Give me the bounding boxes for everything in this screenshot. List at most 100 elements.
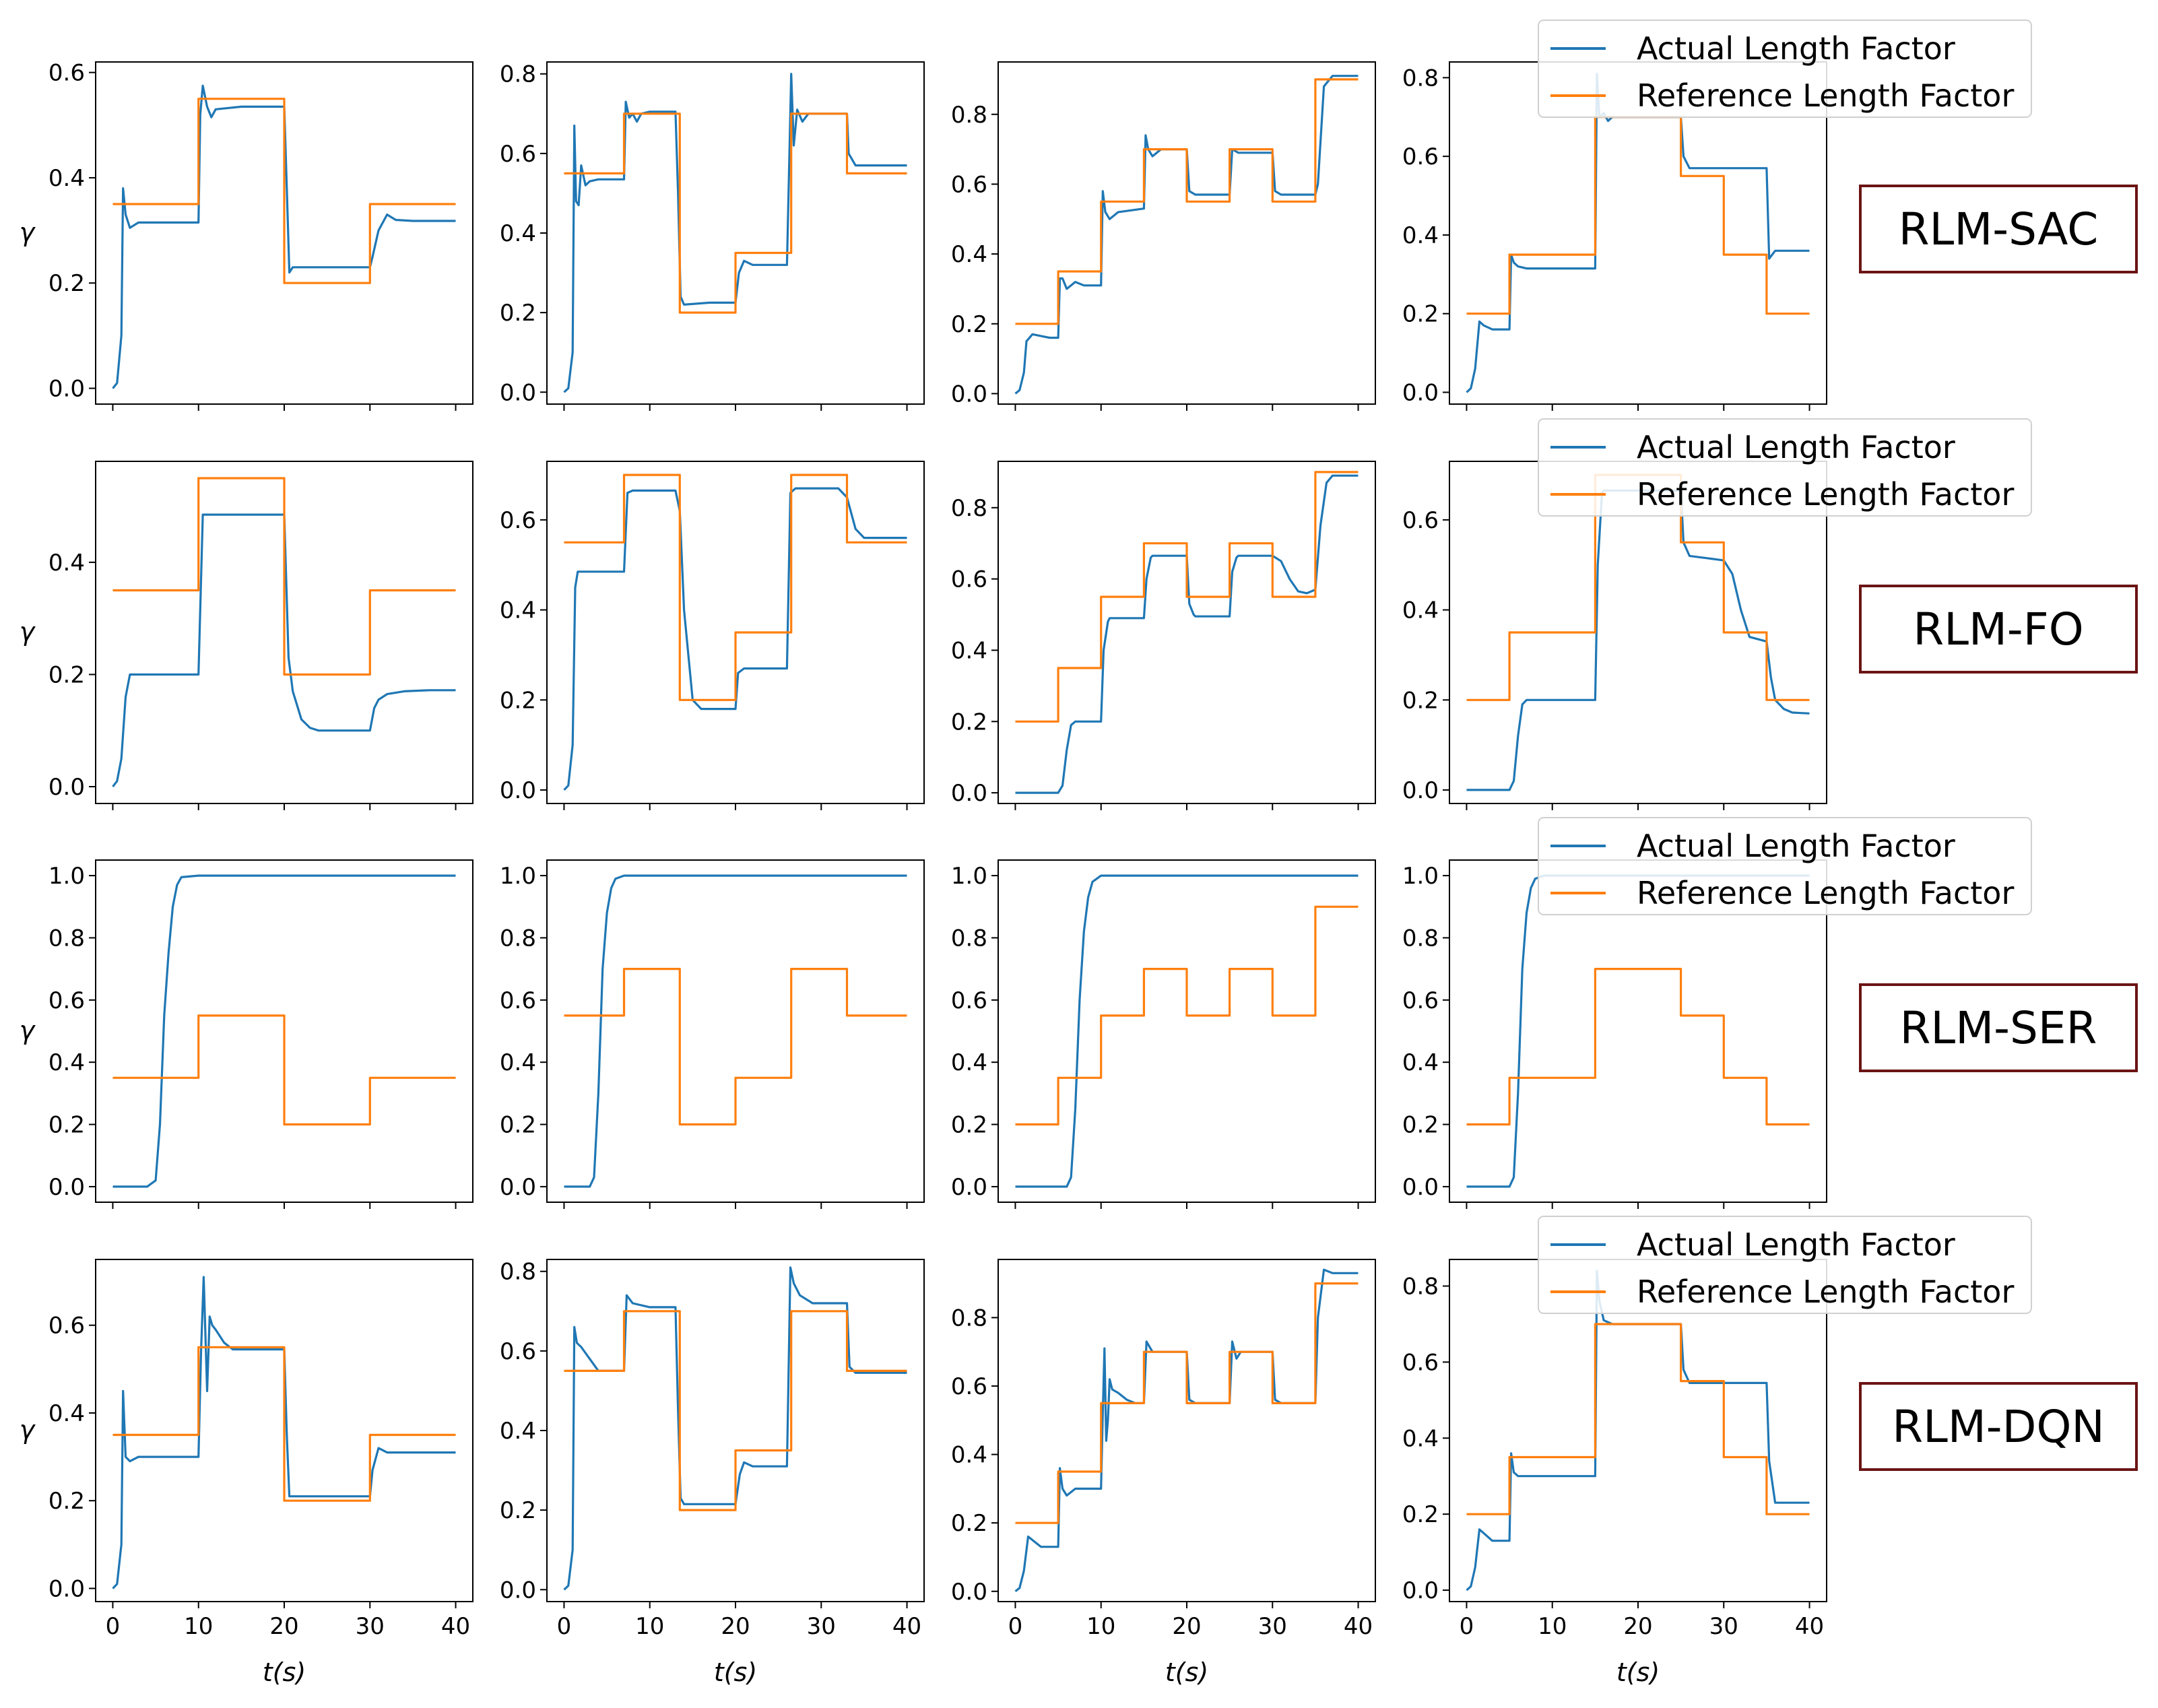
y-tick-label: 0.4 (1402, 597, 1439, 624)
subplot-r3-c1: 0.0 0.2 0.4 0.6 0.8 1.0 γ (20, 859, 473, 1209)
legend-actual-label: Actual Length Factor (1637, 30, 1955, 67)
actual-length-factor-line (563, 1266, 907, 1591)
y-tick-label: 0.0 (951, 1579, 987, 1606)
actual-length-factor-line (1466, 489, 1810, 791)
y-axis-label: γ (20, 1415, 36, 1445)
legend-box (1538, 1216, 2032, 1314)
x-tick-label: 20 (269, 1613, 298, 1640)
legend: Actual Length Factor Reference Length Fac… (1538, 1216, 2032, 1314)
y-tick-label: 0.0 (1402, 1577, 1439, 1604)
method-label-box: RLM-DQN (1859, 1382, 2138, 1471)
y-tick-label: 0.0 (48, 1575, 85, 1602)
method-label: RLM-SER (1900, 1002, 2097, 1054)
y-axis-label: γ (20, 218, 36, 247)
plot-area (547, 1259, 924, 1602)
y-tick-label: 0.8 (1402, 925, 1439, 952)
subplot-r4-c2: 0.0 0.2 0.4 0.6 0.8 0 10 20 30 40 t(s) (500, 1259, 925, 1687)
plot-frame (546, 859, 925, 1203)
actual-length-factor-line (1015, 874, 1359, 1188)
y-tick-label: 0.4 (951, 241, 987, 268)
reference-length-factor-line (1015, 1282, 1359, 1524)
x-axis-label: t(s) (1616, 1657, 1660, 1687)
y-tick-label: 0.2 (500, 300, 536, 327)
y-tick-label: 0.2 (48, 1488, 85, 1515)
method-label: RLM-FO (1913, 603, 2083, 655)
x-tick-label: 10 (1086, 1613, 1115, 1640)
reference-length-factor-line (112, 1014, 456, 1126)
y-tick-label: 0.4 (48, 1049, 85, 1076)
y-tick-label: 1.0 (48, 863, 85, 890)
y-tick-label: 0.0 (500, 777, 536, 804)
x-axis-label: t(s) (1165, 1657, 1208, 1687)
subplot-r2-c4: 0.0 0.2 0.4 0.6 (1402, 461, 1827, 810)
y-tick-label: 0.6 (500, 1338, 536, 1365)
x-tick-label: 30 (356, 1613, 385, 1640)
y-tick-label: 1.0 (1402, 863, 1439, 890)
y-tick-label: 0.0 (951, 381, 987, 407)
y-tick-label: 0.8 (951, 925, 987, 952)
y-tick-label: 0.2 (500, 1112, 536, 1139)
y-tick-label: 0.0 (1402, 379, 1439, 406)
reference-length-factor-line (564, 473, 907, 701)
reference-length-factor-line (1015, 78, 1359, 325)
x-tick-label: 40 (1344, 1613, 1373, 1640)
y-tick-label: 0.4 (500, 220, 536, 247)
y-tick-label: 0.0 (951, 780, 987, 807)
y-tick-label: 0.2 (951, 1112, 987, 1139)
y-tick-label: 0.0 (1402, 777, 1439, 804)
y-tick-label: 0.4 (500, 1049, 536, 1076)
subplot-r3-c3: 0.0 0.2 0.4 0.6 0.8 1.0 (951, 859, 1376, 1209)
x-tick-label: 10 (1538, 1613, 1567, 1640)
reference-length-factor-line (1466, 1323, 1810, 1515)
x-tick-label: 30 (1258, 1613, 1287, 1640)
y-tick-label: 0.4 (48, 165, 85, 192)
x-tick-label: 0 (106, 1613, 121, 1640)
y-tick-label: 0.8 (48, 925, 85, 952)
reference-length-factor-line (1466, 967, 1810, 1126)
y-tick-label: 0.6 (500, 987, 536, 1014)
plot-frame (998, 1259, 1376, 1602)
y-tick-label: 0.4 (951, 1442, 987, 1469)
legend-reference-label: Reference Length Factor (1637, 77, 2014, 114)
legend-actual-label: Actual Length Factor (1637, 828, 1955, 864)
y-tick-label: 0.0 (48, 376, 85, 403)
plot-area (1449, 860, 1827, 1202)
y-tick-label: 0.6 (1402, 1349, 1439, 1376)
y-tick-label: 0.2 (500, 687, 536, 714)
actual-length-factor-line (112, 84, 456, 389)
y-tick-label: 0.8 (951, 102, 987, 129)
legend-actual-label: Actual Length Factor (1637, 1226, 1955, 1263)
x-tick-label: 0 (1460, 1613, 1474, 1640)
method-label-frame (1859, 983, 2138, 1072)
plot-frame (998, 61, 1376, 405)
method-label-frame (1859, 585, 2138, 674)
y-tick-label: 0.6 (1402, 507, 1439, 534)
y-tick-label: 0.4 (1402, 1425, 1439, 1452)
plot-area (998, 1259, 1375, 1602)
y-tick-label: 0.6 (1402, 143, 1439, 170)
legend-reference-label: Reference Length Factor (1637, 476, 2014, 513)
y-tick-label: 0.6 (951, 987, 987, 1014)
y-tick-label: 0.6 (48, 987, 85, 1014)
actual-length-factor-line (563, 73, 907, 393)
x-tick-label: 30 (1709, 1613, 1738, 1640)
y-tick-label: 0.2 (48, 661, 85, 688)
actual-length-factor-line (112, 874, 456, 1188)
y-tick-label: 0.4 (48, 550, 85, 577)
y-tick-label: 0.6 (951, 171, 987, 198)
reference-length-factor-line (1015, 905, 1359, 1126)
method-label-box: RLM-SAC (1859, 185, 2138, 273)
plot-frame (998, 461, 1376, 804)
plot-area (998, 461, 1375, 803)
y-tick-label: 0.6 (951, 566, 987, 593)
method-label: RLM-DQN (1892, 1401, 2105, 1453)
plot-area (998, 62, 1375, 404)
method-label-frame (1859, 1382, 2138, 1471)
y-tick-label: 0.2 (951, 709, 987, 735)
x-tick-label: 0 (1008, 1613, 1023, 1640)
subplot-r1-c1: 0.0 0.2 0.4 0.6 γ (20, 60, 473, 411)
reference-length-factor-line (564, 1310, 907, 1511)
y-tick-label: 0.4 (1402, 1049, 1439, 1076)
subplot-r4-c4: 0.0 0.2 0.4 0.6 0.8 0 10 20 30 40 t(s) (1402, 1259, 1827, 1687)
